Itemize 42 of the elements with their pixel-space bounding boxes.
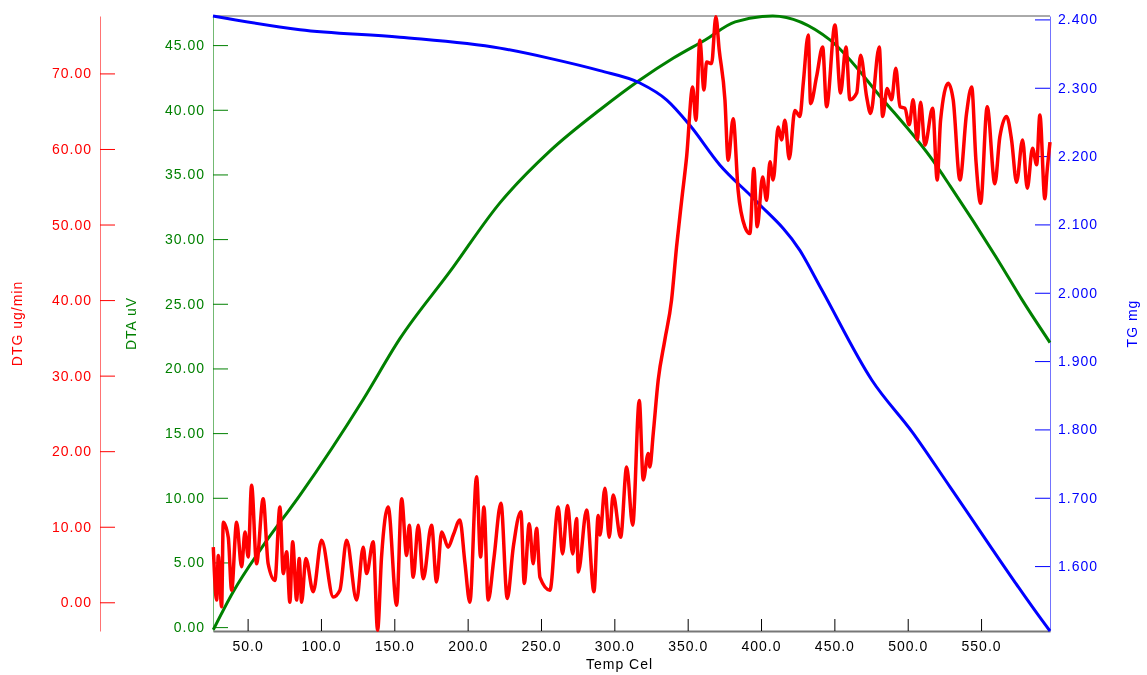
x-tick-label: 300.0 (594, 637, 635, 654)
y3-tick-label: 20.00 (51, 443, 92, 460)
y-tick-label: 35.00 (164, 166, 205, 183)
x-tick-label: 550.0 (961, 637, 1002, 654)
y-tick-label: 40.00 (164, 101, 205, 118)
x-tick-label: 400.0 (741, 637, 782, 654)
y2-tick-label: 2.400 (1058, 11, 1099, 28)
y3-tick-label: 50.00 (51, 216, 92, 233)
y-tick-label: 10.00 (164, 489, 205, 506)
y3-tick-label: 30.00 (51, 367, 92, 384)
y2-tick-label: 2.300 (1058, 79, 1099, 96)
y-axis-title: DTA uV (123, 296, 139, 351)
y-tick-label: 5.00 (173, 554, 205, 571)
x-tick-label: 50.0 (232, 637, 264, 654)
x-tick-label: 100.0 (301, 637, 342, 654)
y3-tick-label: 0.00 (60, 594, 92, 611)
y-tick-label: 15.00 (164, 425, 205, 442)
x-tick-label: 450.0 (814, 637, 855, 654)
y3-tick-label: 40.00 (51, 292, 92, 309)
y2-tick-label: 1.900 (1058, 353, 1099, 370)
y2-tick-label: 1.800 (1058, 421, 1099, 438)
y3-tick-label: 10.00 (51, 518, 92, 535)
y-tick-label: 30.00 (164, 231, 205, 248)
y-tick-label: 20.00 (164, 360, 205, 377)
y-tick-label: 45.00 (164, 37, 205, 54)
y3-axis-title: DTG ug/min (9, 280, 25, 367)
x-tick-label: 200.0 (448, 637, 489, 654)
y-tick-label: 0.00 (173, 619, 205, 636)
y3-tick-label: 60.00 (51, 140, 92, 157)
y2-tick-label: 1.700 (1058, 489, 1099, 506)
x-tick-label: 150.0 (374, 637, 415, 654)
y-tick-label: 25.00 (164, 295, 205, 312)
y2-axis-title: TG mg (1124, 299, 1140, 348)
x-tick-label: 250.0 (521, 637, 562, 654)
y2-tick-label: 2.000 (1058, 284, 1099, 301)
x-tick-label: 350.0 (668, 637, 709, 654)
y2-tick-label: 2.100 (1058, 216, 1099, 233)
x-axis-title: Temp Cel (586, 656, 654, 672)
x-tick-label: 500.0 (888, 637, 929, 654)
y2-tick-label: 1.600 (1058, 558, 1099, 575)
y2-tick-label: 2.200 (1058, 148, 1099, 165)
y3-tick-label: 70.00 (51, 65, 92, 82)
